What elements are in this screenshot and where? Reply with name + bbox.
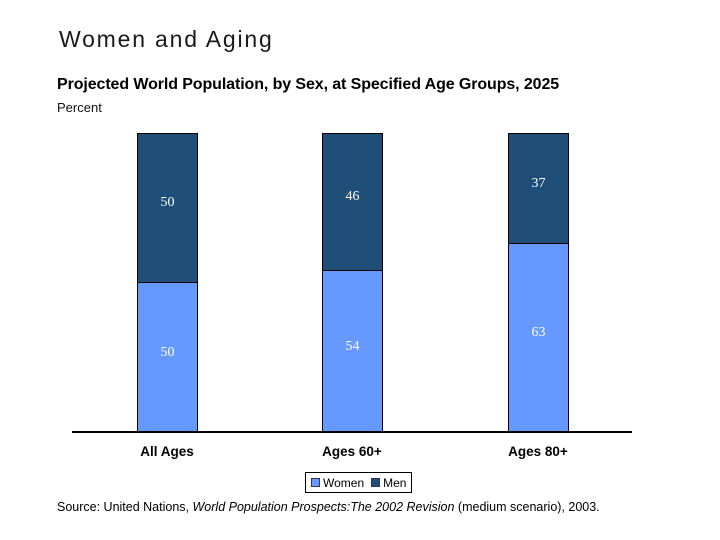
bar-segment-women-all-ages: 50 xyxy=(137,283,198,433)
data-label-men-all-ages: 50 xyxy=(160,195,175,210)
category-label-ages-80: Ages 80+ xyxy=(508,444,568,459)
source-prefix: Source: United Nations, xyxy=(57,500,193,514)
source-suffix: (medium scenario), 2003. xyxy=(454,500,600,514)
category-label-all-ages: All Ages xyxy=(140,444,194,459)
bar-ages-60-plus: 46 54 xyxy=(322,133,383,433)
category-label-ages-60: Ages 60+ xyxy=(322,444,382,459)
source-italic-title: World Population Prospects:The 2002 Revi… xyxy=(192,500,455,514)
legend-item-men: Men xyxy=(371,476,406,490)
data-label-women-all-ages: 50 xyxy=(160,344,175,360)
legend-label-women: Women xyxy=(323,475,365,490)
chart-legend: Women Men xyxy=(305,472,413,493)
legend-label-men: Men xyxy=(383,475,407,490)
legend-item-women: Women xyxy=(311,476,364,490)
data-label-women-ages-80: 63 xyxy=(531,325,546,340)
bar-segment-men-ages-80: 37 xyxy=(508,133,569,244)
x-axis-line xyxy=(72,431,632,433)
page-title: Women and Aging xyxy=(59,26,274,52)
bar-ages-80-plus: 37 63 xyxy=(508,133,569,433)
bar-segment-women-ages-80: 63 xyxy=(508,244,569,433)
chart-title: Projected World Population, by Sex, at S… xyxy=(57,76,560,93)
bar-segment-men-all-ages: 50 xyxy=(137,133,198,283)
bar-segment-women-ages-60: 54 xyxy=(322,271,383,433)
women-swatch-icon xyxy=(311,478,320,487)
men-swatch-icon xyxy=(371,478,381,487)
y-axis-unit-label: Percent xyxy=(57,100,102,115)
bar-all-ages: 50 50 xyxy=(137,133,198,433)
bar-segment-men-ages-60: 46 xyxy=(322,133,383,271)
source-note: Source: United Nations, World Population… xyxy=(57,500,600,514)
data-label-men-ages-80: 37 xyxy=(531,175,546,191)
data-label-men-ages-60: 46 xyxy=(345,189,360,204)
data-label-women-ages-60: 54 xyxy=(345,338,360,354)
